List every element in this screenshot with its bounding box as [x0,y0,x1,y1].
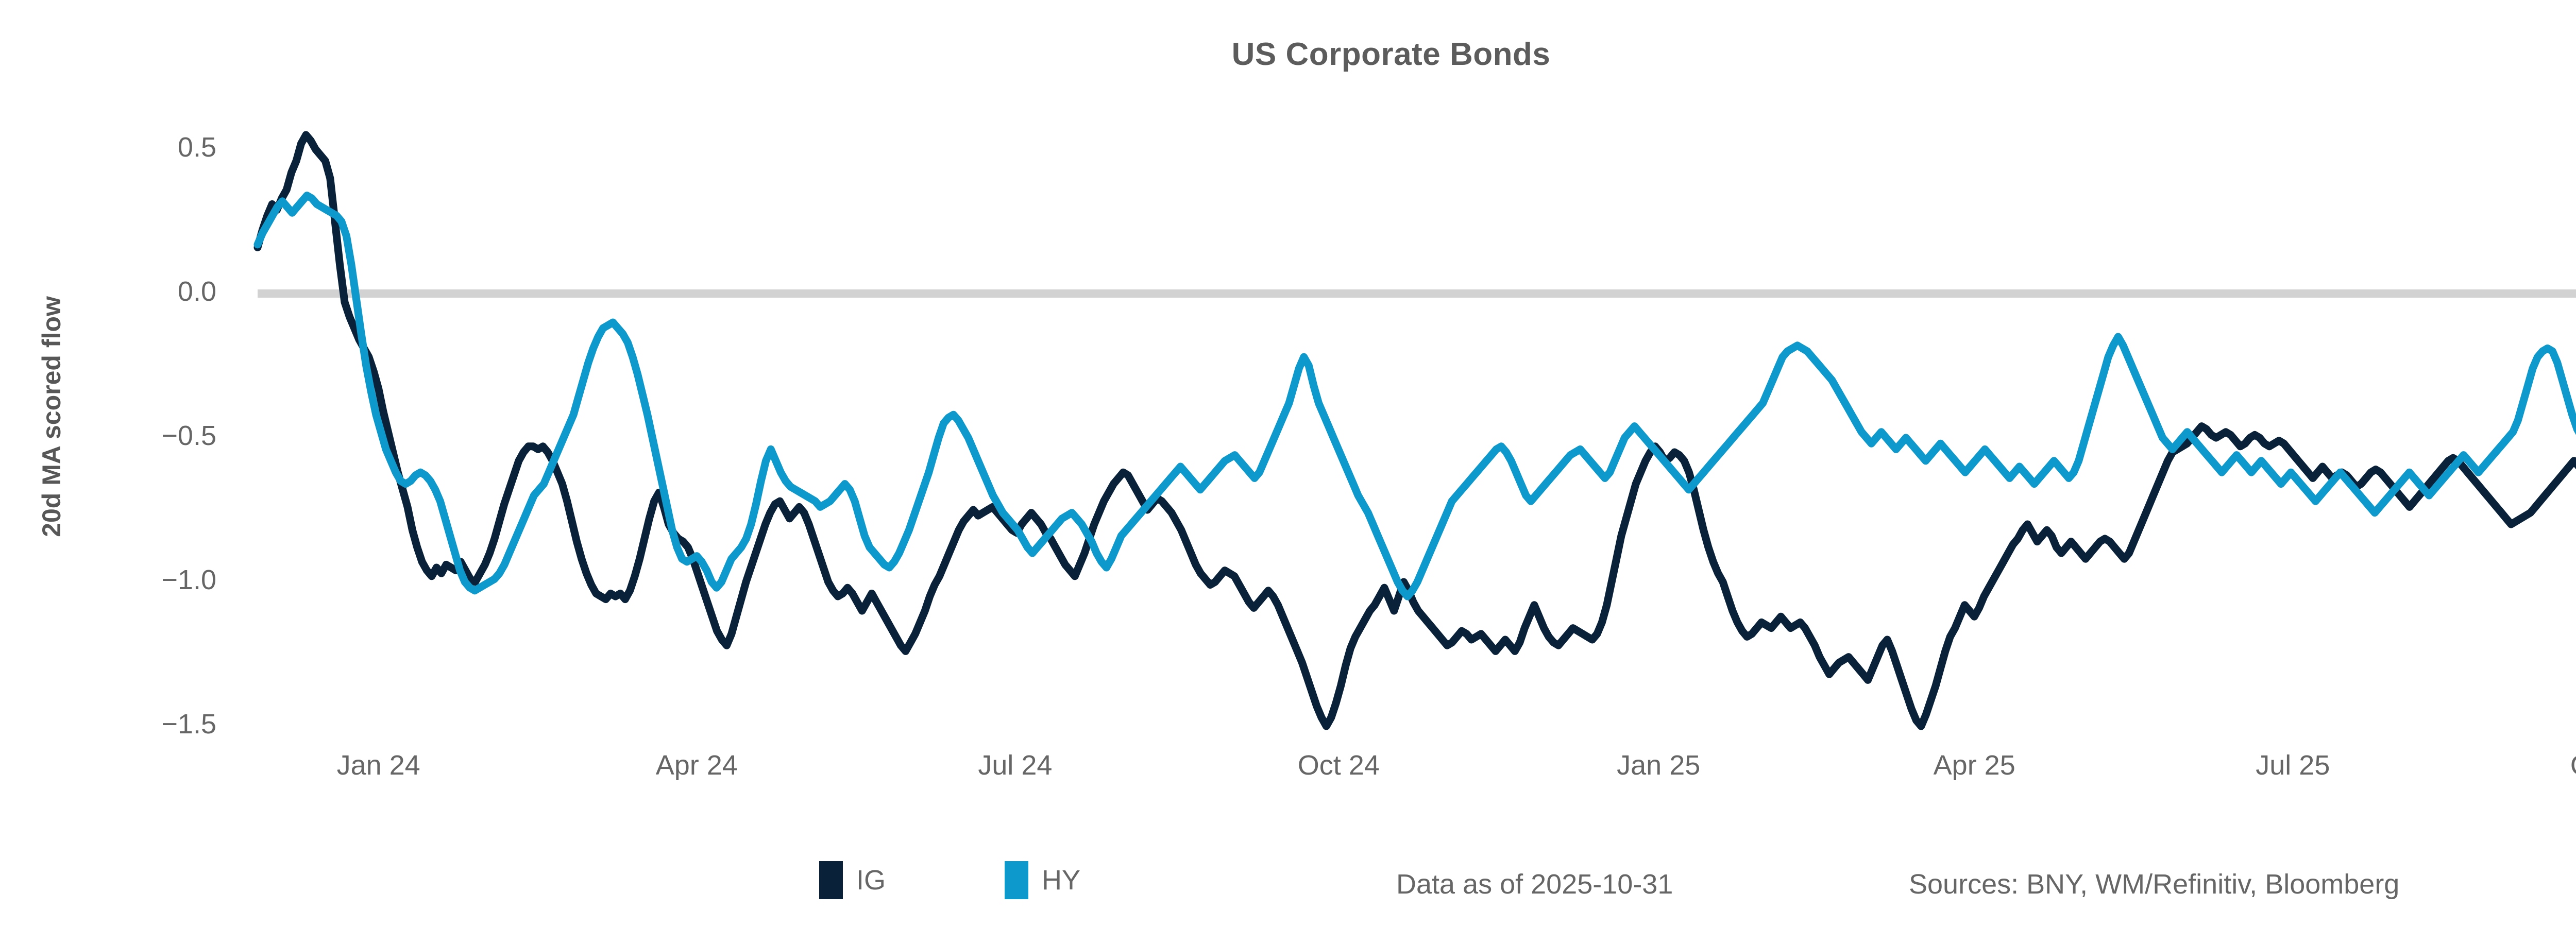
x-tick-label: Apr 24 [655,750,738,781]
legend-swatch-hy [1005,861,1028,899]
x-tick-label: Jan 24 [336,750,420,781]
y-tick-label: −0.5 [161,420,216,451]
x-tick-label: Jan 25 [1617,750,1701,781]
series-line-ig [253,131,2576,730]
x-tick-label: Oct 24 [1297,750,1380,781]
y-axis-ticks: 0.5 0.0 −0.5 −1.0 −1.5 [62,0,216,927]
legend-swatch-ig [819,861,843,899]
x-tick-label: Apr 25 [1933,750,2015,781]
x-tick-label: Jul 24 [978,750,1053,781]
x-tick-label: Oct 25 [2570,749,2576,781]
legend-item-hy[interactable]: HY [1005,861,1080,899]
page-title: US Corporate Bonds [1231,37,1551,72]
y-tick-label: 0.0 [177,276,216,307]
legend-label-ig: IG [856,865,886,896]
data-as-of-note: Data as of 2025-10-31 [1396,869,1673,900]
chart-footer: IG HY Data as of 2025-10-31 Sources: BNY… [0,861,2576,907]
series-line-hy [253,192,2576,600]
y-tick-label: −1.5 [161,709,216,740]
legend-label-hy: HY [1042,865,1081,896]
y-tick-label: −1.0 [161,564,216,595]
y-tick-label: 0.5 [177,132,216,163]
sources-note: Sources: BNY, WM/Refinitiv, Bloomberg [1909,869,2400,900]
x-tick-label: Jul 25 [2256,750,2330,781]
legend-item-ig[interactable]: IG [819,861,886,899]
